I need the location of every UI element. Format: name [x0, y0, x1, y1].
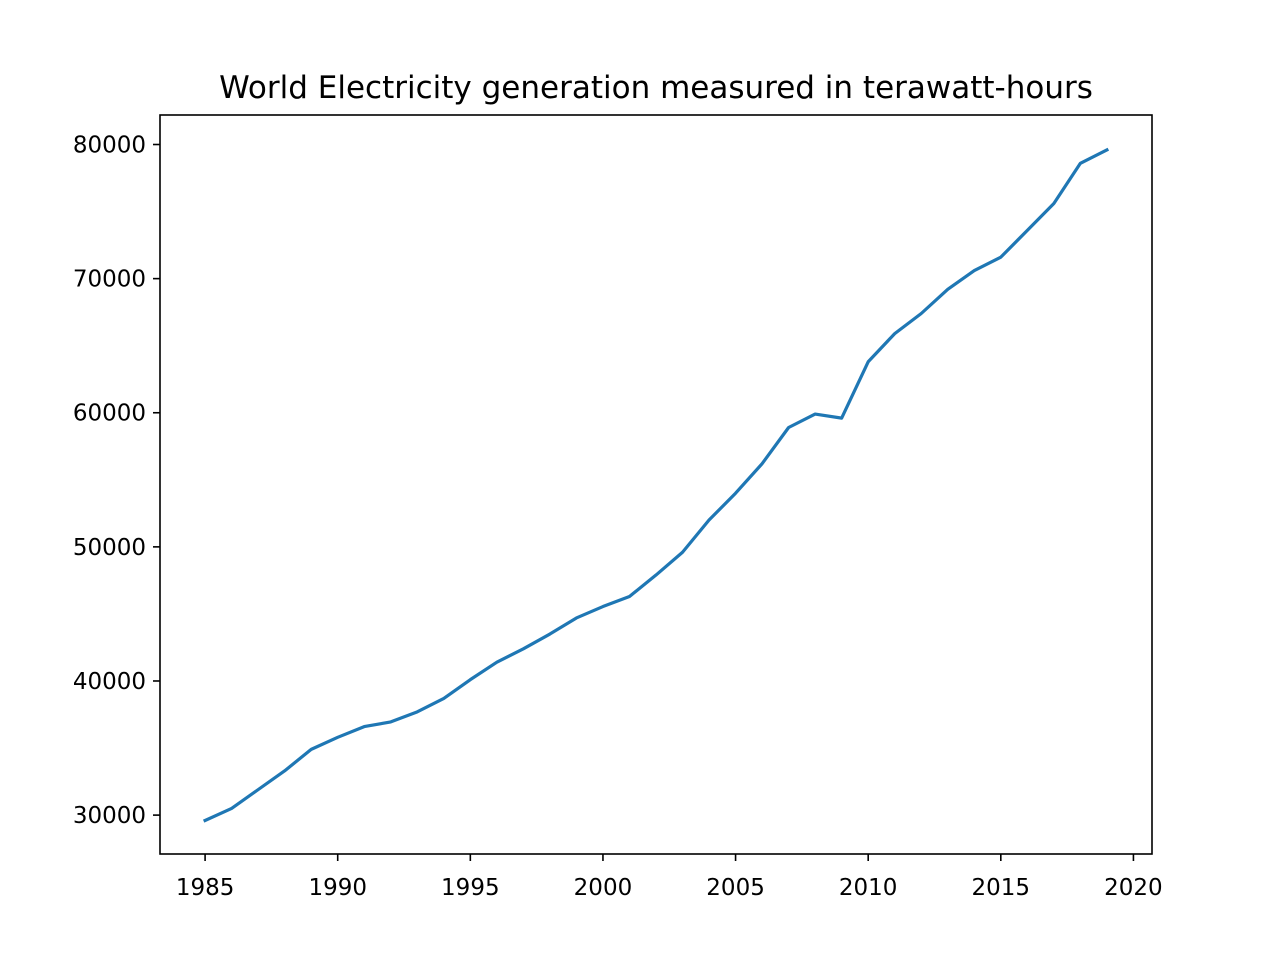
y-tick-label: 30000: [73, 803, 146, 829]
chart-title: World Electricity generation measured in…: [219, 70, 1093, 106]
x-tick-label: 1995: [441, 875, 500, 901]
y-tick-label: 60000: [73, 401, 146, 427]
x-tick-label: 1990: [308, 875, 367, 901]
x-tick-label: 2005: [706, 875, 765, 901]
series-layer: [202, 147, 1110, 823]
x-tick-label: 2020: [1104, 875, 1163, 901]
plot-frame: [159, 114, 1153, 855]
x-axis: 1985 1990 1995 2000 2005 2010 2015 2020: [176, 854, 1163, 901]
y-tick-label: 70000: [73, 267, 146, 293]
x-tick-label: 1985: [176, 875, 235, 901]
x-tick-label: 2015: [972, 875, 1031, 901]
x-tick-label: 2000: [574, 875, 633, 901]
y-tick-label: 50000: [73, 535, 146, 561]
y-tick-label: 80000: [73, 133, 146, 159]
y-tick-label: 40000: [73, 669, 146, 695]
series-line-0: [202, 147, 1110, 823]
x-tick-label: 2010: [839, 875, 898, 901]
y-axis: 30000 40000 50000 60000 70000 80000: [73, 133, 160, 829]
